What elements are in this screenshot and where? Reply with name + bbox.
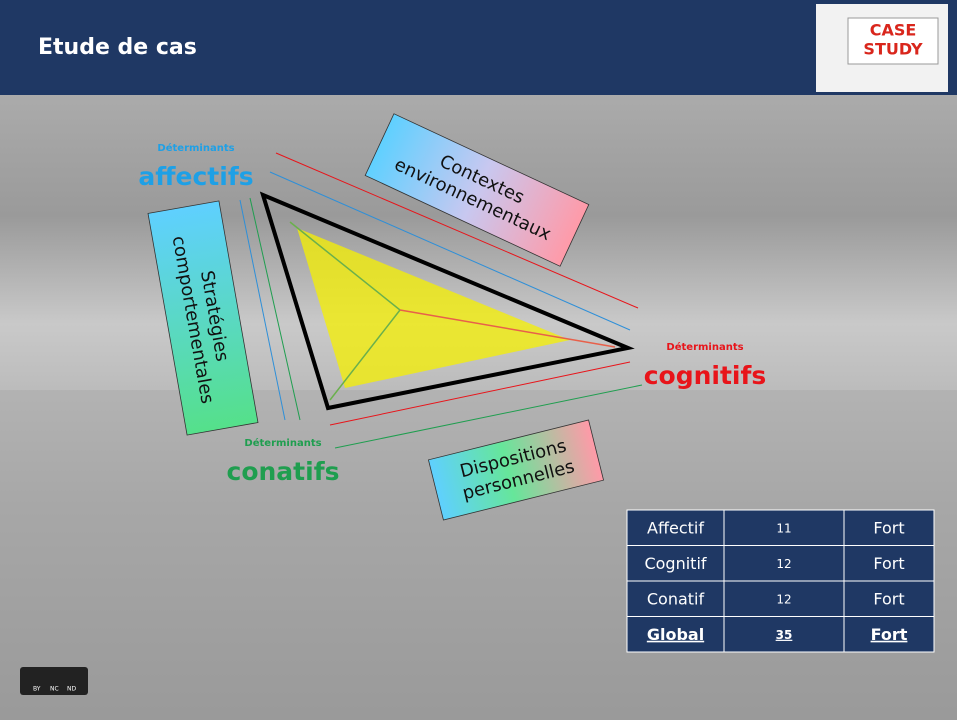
badge: CASE STUDY [816, 4, 948, 92]
table-text: 12 [776, 592, 791, 606]
pole-label: affectifs [138, 162, 253, 191]
score-table: Affectif 11 Fort Cognitif 12 Fort Conatif 12 For… [627, 510, 934, 652]
table-text: Conatif [647, 589, 705, 608]
table-text: 12 [776, 557, 791, 571]
table-text: Affectif [647, 518, 704, 537]
badge-text: STUDY [863, 40, 923, 59]
table-text: 11 [776, 521, 791, 535]
license-text: BY [33, 686, 41, 693]
table-text: Fort [873, 589, 904, 608]
license-badge: BY NC ND [20, 667, 88, 695]
title: Etude de cas [38, 35, 197, 60]
table-text: Fort [873, 554, 904, 573]
table-text: Global [647, 625, 704, 644]
badge-text: CASE [870, 21, 917, 40]
pole-label: cognitifs [644, 361, 767, 390]
table-text: 35 [776, 628, 793, 642]
page: Etude de cas CASE STUDY Contextesenviron… [0, 0, 957, 720]
license-text: ND [67, 686, 76, 693]
table-text: Fort [873, 518, 904, 537]
pole-label: conatifs [227, 457, 340, 486]
pole-small: Déterminants [666, 341, 743, 353]
table-text: Fort [871, 625, 908, 644]
license-text: NC [50, 686, 59, 693]
pole-small: Déterminants [244, 437, 321, 449]
slide: Etude de cas CASE STUDY Contextesenviron… [0, 0, 957, 720]
table-text: Cognitif [644, 554, 706, 573]
pole-small: Déterminants [157, 142, 234, 154]
